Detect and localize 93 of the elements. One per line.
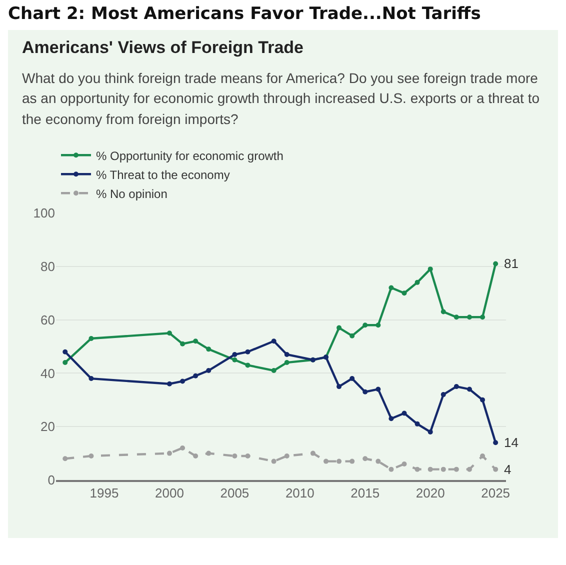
y-tick-label: 40 bbox=[40, 366, 55, 381]
point bbox=[336, 384, 342, 389]
point bbox=[284, 453, 290, 458]
y-tick-label: 0 bbox=[48, 472, 55, 488]
point bbox=[193, 373, 198, 378]
text: What do you think foreign trade means for America? Do you see foreign trade more as an opportunity for economic growth through increased U.S. exports or a threat to the economy from foreign imports? bbox=[22, 69, 541, 129]
x-tick-label: 2010 bbox=[285, 485, 314, 500]
point bbox=[376, 458, 381, 464]
point bbox=[245, 349, 250, 354]
point bbox=[414, 421, 420, 426]
point bbox=[206, 346, 212, 352]
point bbox=[232, 453, 238, 458]
point bbox=[232, 357, 238, 362]
y-tick-label: 20 bbox=[40, 419, 55, 434]
point bbox=[336, 458, 342, 464]
point bbox=[245, 453, 250, 458]
point bbox=[440, 466, 446, 472]
y-tick-label: 100 bbox=[33, 205, 55, 220]
point bbox=[376, 322, 381, 328]
point bbox=[62, 349, 68, 354]
point bbox=[362, 389, 368, 394]
x-tick-label: 2015 bbox=[350, 485, 380, 500]
point bbox=[388, 466, 394, 472]
point bbox=[493, 440, 498, 446]
point bbox=[454, 466, 459, 472]
point bbox=[480, 314, 486, 320]
point bbox=[88, 376, 94, 381]
point bbox=[428, 429, 433, 434]
point bbox=[271, 338, 276, 344]
x-tick-label: 2000 bbox=[155, 485, 184, 500]
point bbox=[62, 360, 68, 365]
legend-label: % Threat to the economy bbox=[96, 168, 230, 182]
point bbox=[166, 450, 172, 456]
x-tick-label: 2020 bbox=[416, 485, 445, 500]
point bbox=[480, 397, 486, 402]
y-tick-label: 60 bbox=[40, 312, 55, 328]
point bbox=[466, 466, 472, 472]
x-tick-label: 2025 bbox=[481, 485, 510, 500]
data-label: 14 bbox=[504, 434, 518, 450]
point bbox=[193, 453, 198, 458]
point bbox=[180, 445, 186, 450]
point bbox=[376, 386, 381, 392]
point bbox=[336, 325, 342, 330]
point bbox=[350, 458, 355, 464]
point bbox=[388, 416, 394, 421]
point bbox=[388, 285, 394, 290]
point bbox=[180, 341, 186, 346]
legend-label: % Opportunity for economic growth bbox=[96, 148, 284, 163]
data-label: 81 bbox=[504, 256, 518, 271]
point bbox=[493, 261, 498, 266]
point bbox=[271, 458, 276, 464]
point bbox=[62, 456, 68, 462]
chart-title: Chart 2: Most Americans Favor Trade...Not Tariffs bbox=[7, 3, 482, 26]
point bbox=[466, 386, 472, 392]
point bbox=[206, 450, 212, 456]
point bbox=[232, 352, 238, 357]
data-label: 4 bbox=[504, 462, 512, 477]
chart-subtitle: Americans' Views of Foreign Trade bbox=[22, 38, 304, 58]
point bbox=[414, 280, 420, 285]
point bbox=[324, 458, 328, 464]
point bbox=[440, 392, 446, 397]
point bbox=[271, 368, 276, 373]
point bbox=[284, 360, 290, 365]
point bbox=[350, 376, 355, 381]
point bbox=[180, 378, 186, 384]
point bbox=[284, 352, 290, 357]
point bbox=[454, 314, 459, 320]
point bbox=[193, 338, 198, 344]
point bbox=[440, 309, 446, 314]
point bbox=[402, 461, 407, 466]
point bbox=[166, 330, 172, 336]
point bbox=[206, 368, 212, 373]
y-tick-label: 80 bbox=[40, 258, 55, 274]
point bbox=[493, 466, 498, 472]
point bbox=[428, 466, 433, 472]
x-tick-label: 2005 bbox=[220, 485, 250, 500]
point bbox=[402, 410, 407, 416]
point bbox=[310, 450, 316, 456]
point bbox=[402, 290, 407, 296]
point bbox=[362, 322, 368, 328]
point bbox=[428, 266, 433, 272]
legend-label: % No opinion bbox=[96, 186, 168, 201]
x-tick-label: 1995 bbox=[90, 485, 119, 500]
point bbox=[466, 314, 472, 320]
point bbox=[454, 384, 459, 389]
point bbox=[480, 453, 486, 458]
point bbox=[166, 381, 172, 386]
point bbox=[88, 336, 94, 341]
point bbox=[362, 456, 368, 462]
point bbox=[245, 362, 250, 368]
point bbox=[414, 466, 420, 472]
point bbox=[88, 453, 94, 458]
point bbox=[350, 333, 355, 338]
